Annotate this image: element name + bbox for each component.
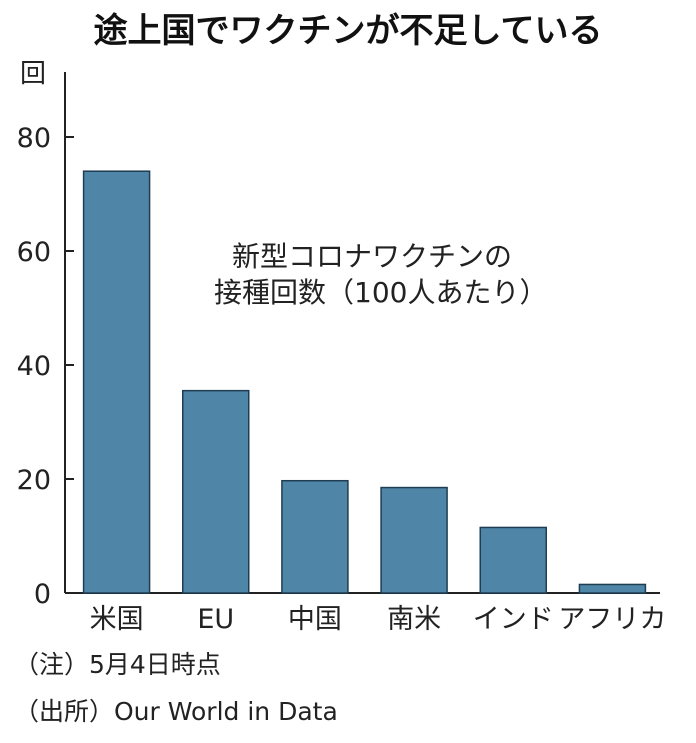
y-tick-label: 40 — [17, 351, 51, 382]
source-text: （出所）Our World in Data — [14, 697, 338, 726]
annotation-line-1: 新型コロナワクチンの — [232, 240, 512, 273]
y-tick-label: 80 — [17, 123, 51, 154]
x-category-label: 南米 — [387, 604, 441, 635]
x-category-label: インド — [473, 604, 554, 635]
annotation-line-2: 接種回数（100人あたり） — [214, 276, 547, 309]
chart-title: 途上国でワクチンが不足している — [94, 11, 603, 51]
y-tick-label: 0 — [34, 579, 51, 610]
chart-annotation: 新型コロナワクチンの 接種回数（100人あたり） — [214, 240, 547, 309]
bar — [82, 170, 151, 594]
x-category-label: アフリカ — [558, 604, 666, 635]
y-axis-unit-label: 回 — [20, 59, 46, 89]
x-category-label: 中国 — [288, 604, 342, 635]
x-category-label: EU — [197, 604, 234, 635]
bar — [281, 479, 349, 594]
x-category-label: 米国 — [90, 604, 144, 635]
note-text: （注）5月4日時点 — [14, 650, 221, 679]
y-tick-label: 60 — [17, 237, 51, 268]
bar — [380, 486, 448, 594]
bar — [182, 389, 250, 594]
y-tick-label: 20 — [17, 465, 51, 496]
bar — [479, 526, 547, 594]
bar — [578, 583, 647, 594]
plot-area: 0 20 40 60 80 米国 EU 中国 南米 インド アフリカ — [17, 72, 666, 635]
